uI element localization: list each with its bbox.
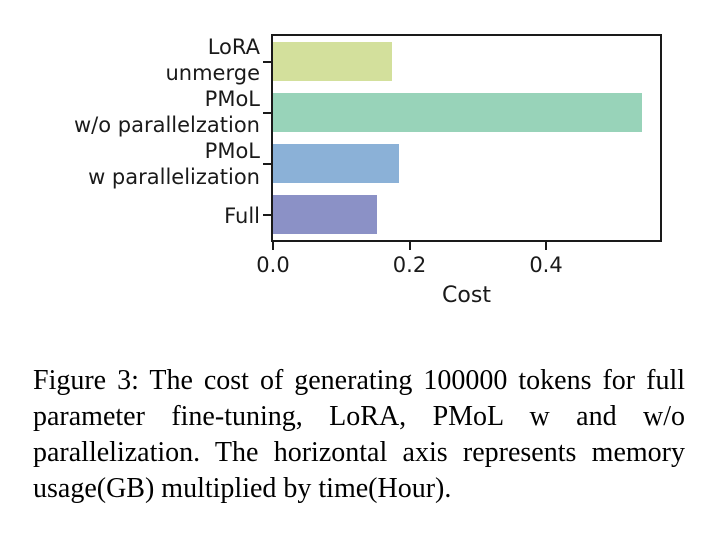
- y-tick-label-line: w/o parallelzation: [73, 113, 260, 137]
- bar-row: [273, 138, 660, 189]
- y-tick-label-line: PMoL: [204, 139, 260, 163]
- y-tick-mark: [263, 162, 271, 165]
- x-tick-mark: [545, 242, 548, 250]
- bar-3: [273, 195, 377, 234]
- y-axis-labels: LoRA unmerge PMoL w/o parallelzation PMoL w p…: [0, 34, 260, 242]
- x-tick-label: 0.0: [256, 253, 290, 277]
- y-tick-label: LoRA unmerge: [0, 34, 260, 86]
- y-tick-mark: [263, 111, 271, 114]
- y-tick-label-line: w parallelization: [88, 165, 260, 189]
- y-tick-label: Full: [0, 190, 260, 242]
- bar-0: [273, 42, 393, 81]
- x-tick-mark: [272, 242, 274, 250]
- bar-row: [273, 87, 660, 138]
- bar-row: [273, 36, 660, 87]
- y-tick-label-line: PMoL: [204, 87, 260, 111]
- y-tick-mark: [263, 213, 271, 216]
- x-tick-label: 0.4: [529, 253, 563, 277]
- x-tick-mark: [408, 242, 411, 250]
- y-tick-label-line: LoRA: [207, 35, 260, 59]
- y-tick-label: PMoL w/o parallelzation: [0, 86, 260, 138]
- x-axis-title: Cost: [442, 283, 491, 308]
- figure-caption: Figure 3: The cost of generating 100000 …: [33, 365, 685, 504]
- y-tick-label: PMoL w parallelization: [0, 138, 260, 190]
- y-tick-mark: [263, 60, 271, 63]
- bar-2: [273, 144, 400, 183]
- y-tick-label-line: Full: [224, 204, 260, 228]
- y-tick-label-line: unmerge: [165, 61, 260, 85]
- bar-1: [273, 93, 642, 132]
- x-tick-label: 0.2: [392, 253, 427, 277]
- bar-row: [273, 189, 660, 240]
- plot-area: [271, 34, 662, 242]
